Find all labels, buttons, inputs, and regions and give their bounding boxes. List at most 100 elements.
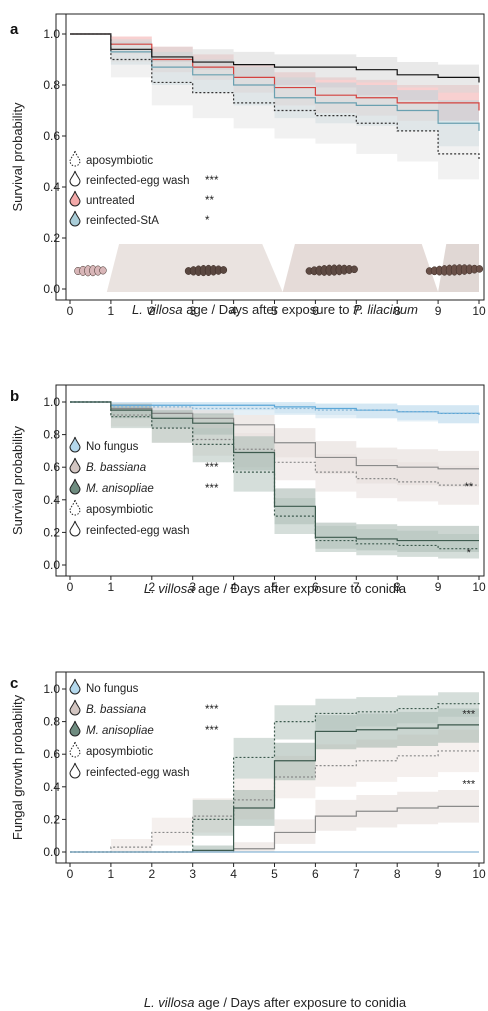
x-tick-label: 3	[189, 304, 196, 318]
legend-label: aposymbiotic	[86, 155, 153, 167]
series-line	[70, 401, 480, 416]
droplet-icon	[69, 741, 81, 758]
x-tick-label: 5	[271, 867, 278, 881]
droplet-icon	[69, 190, 81, 207]
plot-frame	[55, 671, 485, 864]
droplet-icon	[69, 210, 81, 227]
x-tick-label: 0	[67, 867, 74, 881]
panel-a: 0.0 0.2 0.4 0.6 0.8 1.0 0 1 2 3 4 5 6 7 8 9 10 Survival p…	[10, 13, 486, 318]
y-tick-label: 0.4	[43, 780, 60, 794]
x-tick-label: 10	[472, 304, 486, 318]
x-axis-label: L. villosa age / Days after exposure to …	[132, 302, 418, 317]
x-axis-label-part: L. villosa	[144, 995, 195, 1010]
legend-significance: **	[205, 195, 214, 207]
y-tick-label: 0.0	[43, 282, 60, 296]
significance-annotation: *	[467, 547, 472, 559]
droplet-icon	[69, 520, 81, 537]
x-tick-label: 5	[271, 304, 278, 318]
droplet-icon	[69, 150, 81, 167]
y-tick-label: 1.0	[43, 27, 60, 41]
y-tick-label: 0.2	[43, 525, 60, 539]
x-tick-label: 2	[148, 580, 155, 594]
x-tick-label: 7	[353, 304, 360, 318]
x-tick-label: 3	[189, 580, 196, 594]
x-tick-label: 10	[472, 867, 486, 881]
droplet-icon	[69, 436, 81, 453]
larva-illustration	[350, 265, 358, 274]
y-tick-label: 1.0	[43, 682, 60, 696]
y-tick-label: 1.0	[43, 395, 60, 409]
legend-label: untreated	[86, 195, 135, 207]
x-tick-label: 8	[394, 580, 401, 594]
x-tick-label: 5	[271, 580, 278, 594]
legend: No fungus B. bassiana *** M. anisopliae *** a…	[69, 678, 219, 779]
droplet-icon	[69, 699, 81, 716]
x-tick-label: 9	[435, 580, 442, 594]
x-axis-label-part: P. lilacinum	[353, 302, 418, 317]
x-axis-label-part: age / Days after exposure to conidia	[194, 581, 407, 596]
y-tick-label: 0.4	[43, 493, 60, 507]
legend-label: aposymbiotic	[86, 746, 153, 758]
x-tick-label: 1	[108, 580, 115, 594]
x-tick-label: 7	[353, 867, 360, 881]
x-tick-label: 10	[472, 580, 486, 594]
significance-annotation: ***	[462, 708, 476, 720]
legend-label: aposymbiotic	[86, 504, 153, 516]
legend-label: reinfected-StA	[86, 215, 159, 227]
legend-significance: *	[205, 215, 210, 227]
legend-significance: ***	[205, 175, 219, 187]
series-line	[70, 724, 479, 853]
y-tick-label: 0.6	[43, 460, 60, 474]
x-tick-label: 9	[435, 304, 442, 318]
legend-label: reinfected-egg wash	[86, 525, 190, 537]
series-line	[70, 805, 479, 853]
larva-illustration	[99, 266, 107, 275]
x-tick-label: 8	[394, 304, 401, 318]
legend-label: No fungus	[86, 683, 139, 695]
x-axis-label-part: age / Days after exposure to conidia	[194, 995, 407, 1010]
droplet-icon	[69, 720, 81, 737]
y-tick-label: 0.2	[43, 812, 60, 826]
x-axis-label: L. villosa age / Days after exposure to …	[144, 995, 407, 1010]
x-tick-label: 1	[108, 304, 115, 318]
x-tick-label: 6	[312, 580, 319, 594]
legend-label: No fungus	[86, 441, 139, 453]
legend-label: M. anisopliae	[86, 725, 154, 737]
x-tick-label: 3	[189, 867, 196, 881]
legend-significance: ***	[205, 462, 219, 474]
y-tick-label: 0.0	[43, 845, 60, 859]
y-tick-label: 0.8	[43, 428, 60, 442]
legend-label: M. anisopliae	[86, 483, 154, 495]
series-line	[70, 401, 479, 550]
y-tick-label: 0.6	[43, 747, 60, 761]
panel-letter: a	[10, 21, 19, 38]
y-axis-label: Survival probability	[10, 425, 25, 535]
x-tick-label: 4	[230, 580, 237, 594]
x-axis-label-part: L. villosa	[144, 581, 195, 596]
panel-letter: b	[10, 388, 19, 405]
x-tick-label: 6	[312, 867, 319, 881]
legend-label: reinfected-egg wash	[86, 175, 190, 187]
x-axis-label: L. villosa age / Days after exposure to …	[144, 581, 407, 596]
droplet-icon	[69, 478, 81, 495]
droplet-icon	[69, 678, 81, 695]
legend-significance: ***	[205, 704, 219, 716]
series-line	[70, 33, 480, 111]
droplet-icon	[69, 499, 81, 516]
y-tick-label: 0.6	[43, 129, 60, 143]
series-line	[70, 401, 479, 470]
larva-illustration	[219, 266, 228, 274]
y-axis-label: Survival probability	[10, 102, 25, 212]
y-tick-label: 0.2	[43, 231, 60, 245]
x-tick-label: 7	[353, 580, 360, 594]
x-tick-label: 4	[230, 867, 237, 881]
significance-annotation: ***	[462, 779, 476, 791]
x-tick-label: 4	[230, 304, 237, 318]
droplet-icon	[69, 762, 81, 779]
plot-frame	[55, 13, 485, 301]
y-tick-label: 0.8	[43, 78, 60, 92]
legend-label: B. bassiana	[86, 462, 146, 474]
x-axis-label-part: age / Days after exposure to	[183, 302, 354, 317]
